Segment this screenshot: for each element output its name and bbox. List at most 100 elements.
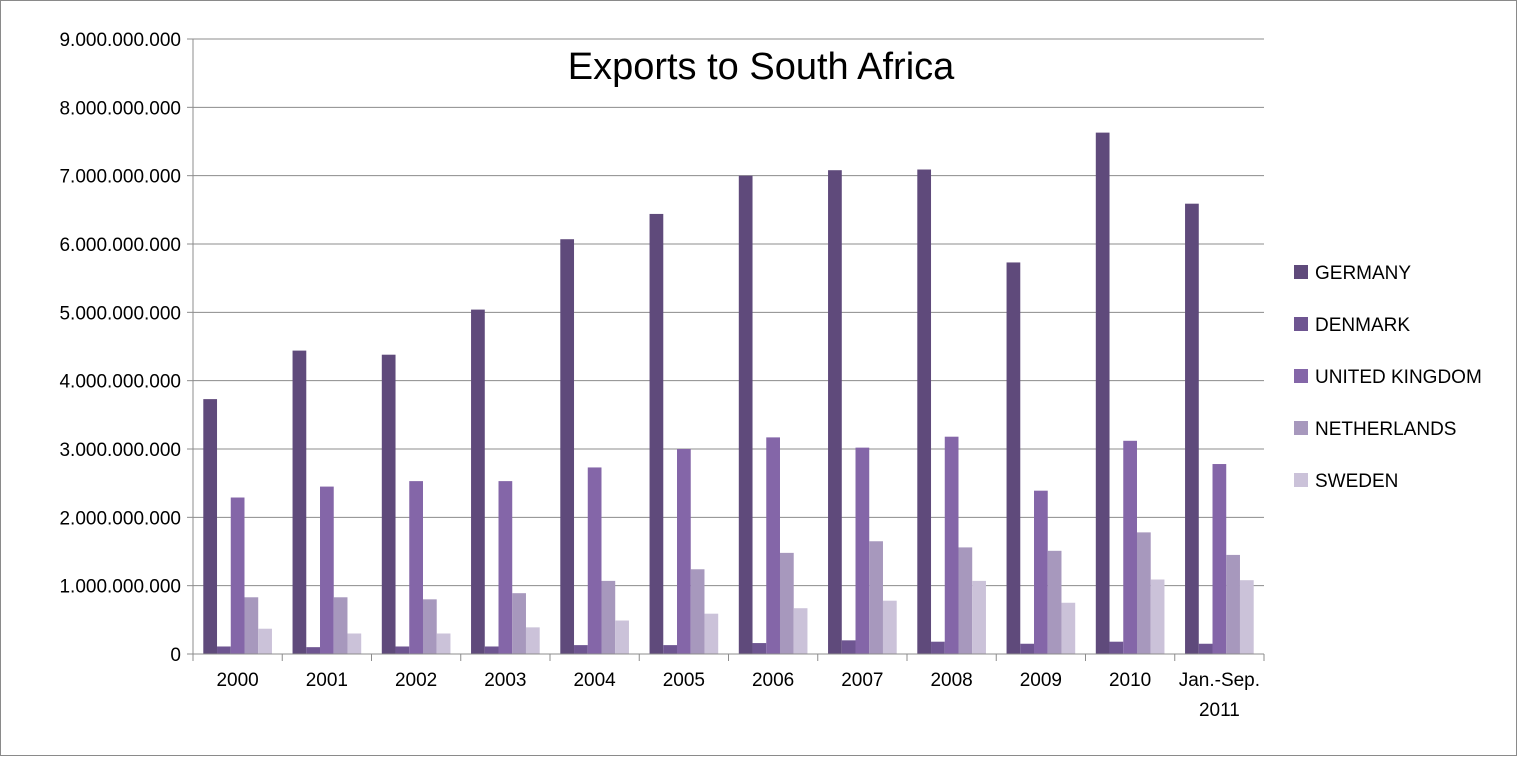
legend-swatch	[1294, 473, 1308, 487]
bar-denmark	[841, 640, 856, 654]
bar-sweden	[525, 627, 540, 654]
bar-netherlands	[422, 599, 437, 654]
bar-united-kingdom	[230, 497, 245, 654]
legend-item: UNITED KINGDOM	[1294, 367, 1482, 388]
bar-germany	[649, 213, 664, 654]
x-tick-label: Jan.-Sep. 2011	[1179, 670, 1260, 721]
x-tick-label: 2009	[1020, 670, 1062, 691]
bar-united-kingdom	[320, 486, 334, 654]
legend-swatch	[1294, 265, 1308, 279]
legend-item: NETHERLANDS	[1294, 419, 1456, 440]
bar-sweden	[882, 600, 897, 654]
bar-netherlands	[1136, 532, 1151, 654]
bar-united-kingdom	[409, 481, 423, 654]
legend-label: UNITED KINGDOM	[1315, 367, 1482, 388]
y-tick-label: 1.000.000.000	[59, 577, 181, 598]
bar-germany	[560, 239, 575, 654]
bar-netherlands	[1047, 550, 1062, 654]
y-tick-label: 8.000.000.000	[59, 98, 181, 119]
bar-sweden	[1239, 580, 1254, 654]
x-tick-label: 2006	[752, 670, 794, 691]
bar-denmark	[1109, 641, 1124, 654]
bar-germany	[738, 175, 753, 654]
legend-item: SWEDEN	[1294, 471, 1398, 492]
bar-germany	[203, 399, 218, 654]
legend-label: DENMARK	[1315, 315, 1410, 336]
bar-netherlands	[779, 552, 794, 654]
bar-denmark	[1198, 643, 1213, 654]
bar-united-kingdom	[1034, 490, 1048, 654]
x-tick-label: 2007	[841, 670, 883, 691]
bar-united-kingdom	[1212, 464, 1227, 654]
x-tick-label: 2004	[573, 670, 616, 691]
bar-sweden	[347, 633, 362, 654]
bar-denmark	[484, 646, 499, 654]
bar-denmark	[752, 643, 767, 654]
bar-netherlands	[869, 541, 883, 654]
bar-denmark	[931, 641, 945, 654]
bars	[203, 132, 1254, 654]
x-tick-label: 2001	[306, 670, 348, 691]
legend-swatch	[1294, 369, 1308, 383]
y-tick-label: 6.000.000.000	[59, 235, 181, 256]
bar-netherlands	[333, 597, 348, 654]
x-tick-label: 2000	[216, 670, 258, 691]
bar-denmark	[395, 646, 410, 654]
bar-netherlands	[512, 593, 526, 654]
bar-germany	[381, 354, 396, 654]
bar-sweden	[793, 608, 808, 654]
bar-denmark	[663, 645, 678, 654]
bar-sweden	[436, 633, 451, 654]
bar-netherlands	[958, 547, 973, 654]
bar-united-kingdom	[1123, 440, 1137, 654]
bar-germany	[917, 169, 932, 654]
bar-sweden	[615, 620, 629, 654]
bar-denmark	[1020, 643, 1035, 654]
x-tick-label: 2003	[484, 670, 526, 691]
bar-germany	[1185, 203, 1199, 654]
bar-united-kingdom	[677, 449, 691, 654]
bar-netherlands	[244, 597, 259, 654]
bar-united-kingdom	[944, 436, 959, 654]
bar-denmark	[574, 645, 588, 654]
y-tick-label: 7.000.000.000	[59, 167, 181, 188]
bar-denmark	[217, 646, 231, 654]
bar-denmark	[306, 647, 321, 654]
chart-title: Exports to South Africa	[568, 46, 955, 88]
y-tick-label: 9.000.000.000	[59, 30, 181, 51]
legend-item: GERMANY	[1294, 263, 1411, 284]
legend-swatch	[1294, 317, 1308, 331]
bar-germany	[828, 170, 842, 654]
bar-united-kingdom	[498, 481, 513, 654]
bar-sweden	[1150, 579, 1165, 654]
x-tick-label: 2008	[930, 670, 972, 691]
bar-united-kingdom	[766, 437, 780, 654]
bar-sweden	[972, 580, 986, 654]
bar-netherlands	[690, 569, 705, 654]
y-tick-label: 5.000.000.000	[59, 303, 181, 324]
y-tick-label: 0	[170, 645, 181, 666]
x-tick-label: 2005	[663, 670, 705, 691]
legend-label: NETHERLANDS	[1315, 419, 1456, 440]
axes: 0 1.000.000.000 2.000.000.000 3.000.000.000…	[59, 30, 1265, 721]
legend-label: SWEDEN	[1315, 471, 1398, 492]
y-tick-label: 2.000.000.000	[59, 508, 181, 529]
legend-item: DENMARK	[1294, 315, 1410, 336]
gridlines	[193, 38, 1264, 587]
bar-netherlands	[601, 580, 616, 654]
y-tick-label: 3.000.000.000	[59, 440, 181, 461]
legend-swatch	[1294, 421, 1308, 435]
bar-germany	[471, 309, 485, 654]
bar-sweden	[704, 613, 719, 654]
legend: GERMANY DENMARK UNITED KINGDOM NETHERLANDS S…	[1294, 263, 1482, 492]
bar-germany	[292, 350, 307, 654]
bar-united-kingdom	[587, 467, 602, 654]
bar-germany	[1006, 262, 1021, 654]
x-tick-label: 2002	[395, 670, 437, 691]
y-tick-label: 4.000.000.000	[59, 372, 181, 393]
bar-netherlands	[1226, 554, 1240, 654]
bar-germany	[1095, 132, 1110, 654]
bar-sweden	[258, 628, 272, 654]
